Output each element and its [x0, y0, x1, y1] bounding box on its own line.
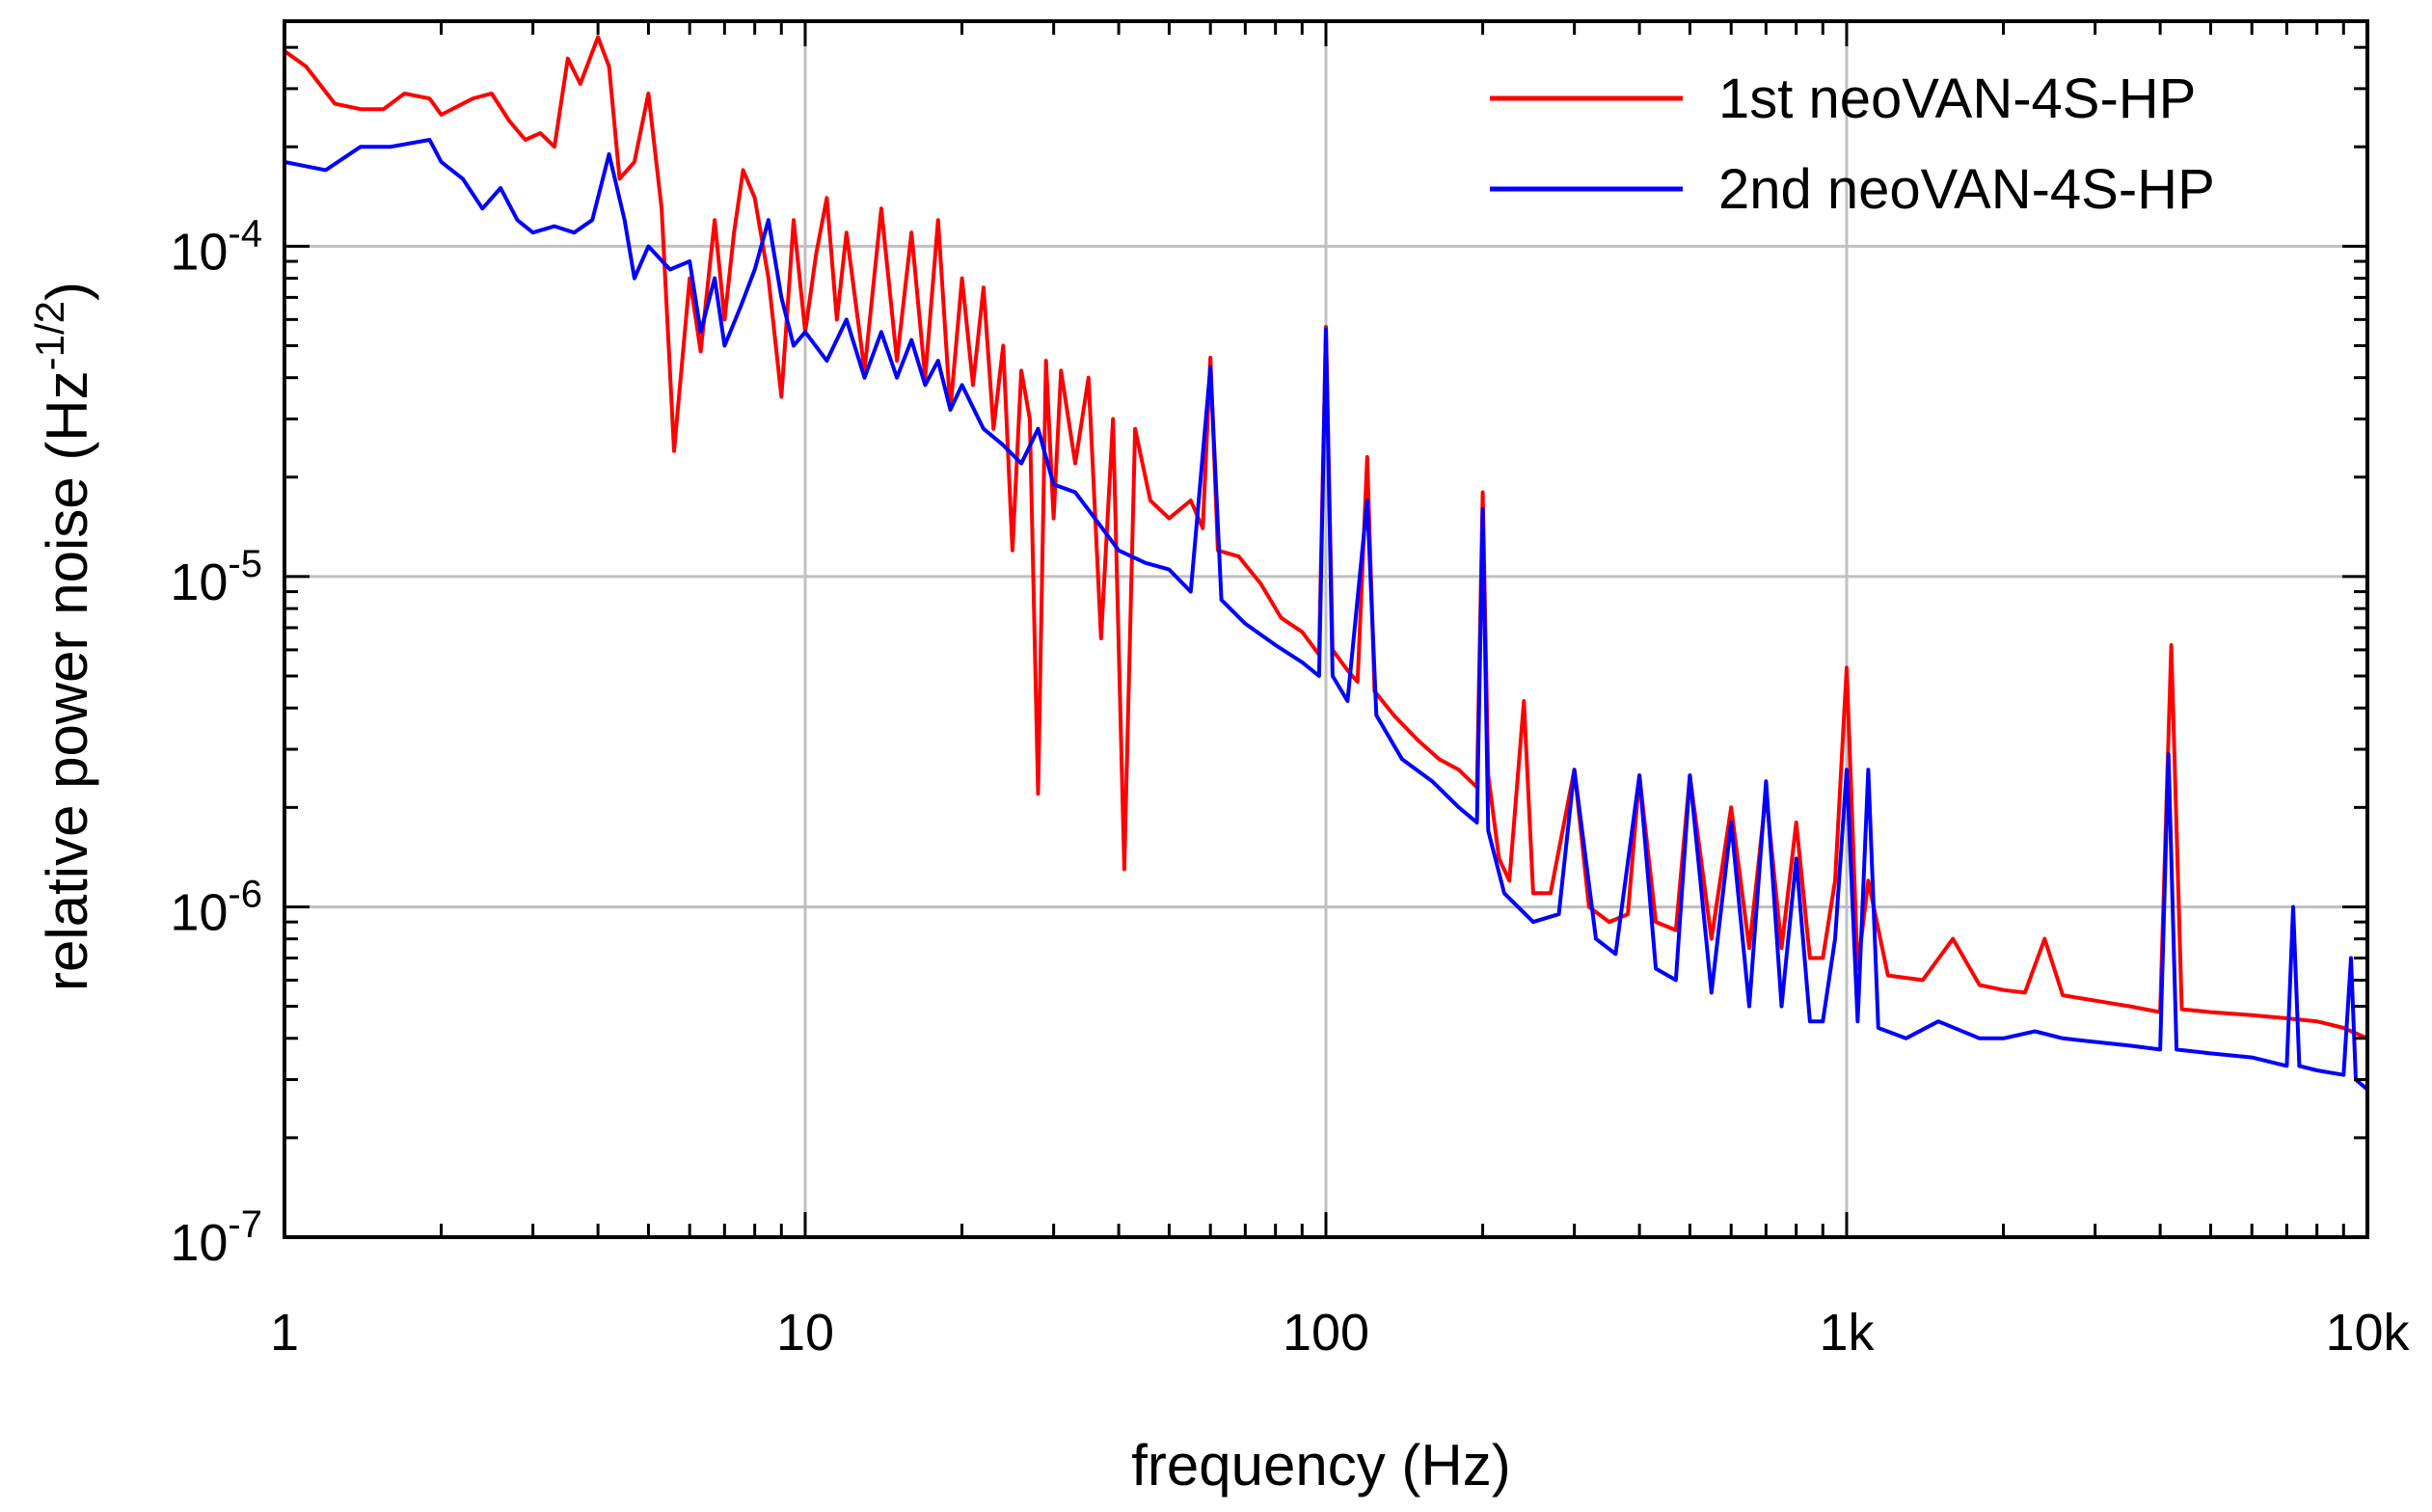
y-tick-base: 10: [170, 1214, 228, 1272]
series-line-2nd: [284, 138, 2367, 1092]
y-tick-exponent: -4: [228, 212, 262, 255]
x-axis-title: frequency (Hz): [1131, 1433, 1510, 1498]
y-tick-label: 10-6: [170, 873, 262, 941]
series-line-1st: [284, 35, 2367, 1040]
x-tick-labels: 1 10 100 1k 10k: [270, 1304, 2411, 1362]
legend-label-2nd: 2nd neoVAN-4S-HP: [1718, 158, 2215, 221]
y-axis-title-prefix: relative power noise (Hz: [35, 370, 99, 991]
y-tick-label: 10-7: [170, 1203, 262, 1272]
grid-lines: [284, 21, 2367, 1237]
y-tick-labels: 10-710-610-510-4: [170, 212, 262, 1272]
plot-frame: [283, 19, 2369, 1239]
y-tick-base: 10: [170, 883, 228, 941]
y-tick-label: 10-5: [170, 543, 262, 611]
y-tick-exponent: -5: [228, 543, 262, 585]
x-tick-label: 10: [776, 1304, 834, 1362]
x-tick-label: 100: [1283, 1304, 1369, 1362]
y-tick-base: 10: [170, 554, 228, 611]
y-tick-exponent: -6: [228, 873, 262, 915]
y-tick-label: 10-4: [170, 212, 262, 281]
y-tick-exponent: -7: [228, 1203, 262, 1246]
y-axis-title-suffix: ): [35, 282, 99, 301]
series-layer: [284, 35, 2367, 1092]
x-tick-label: 1k: [1819, 1304, 1875, 1362]
y-axis-title-sup: -1/2: [27, 301, 72, 370]
x-tick-label: 1: [270, 1304, 299, 1362]
legend: 1st neoVAN-4S-HP 2nd neoVAN-4S-HP: [1490, 68, 2215, 221]
y-axis-title: relative power noise (Hz-1/2): [27, 282, 99, 991]
x-tick-label: 10k: [2325, 1304, 2410, 1362]
y-tick-base: 10: [170, 223, 228, 281]
legend-label-1st: 1st neoVAN-4S-HP: [1718, 68, 2196, 130]
